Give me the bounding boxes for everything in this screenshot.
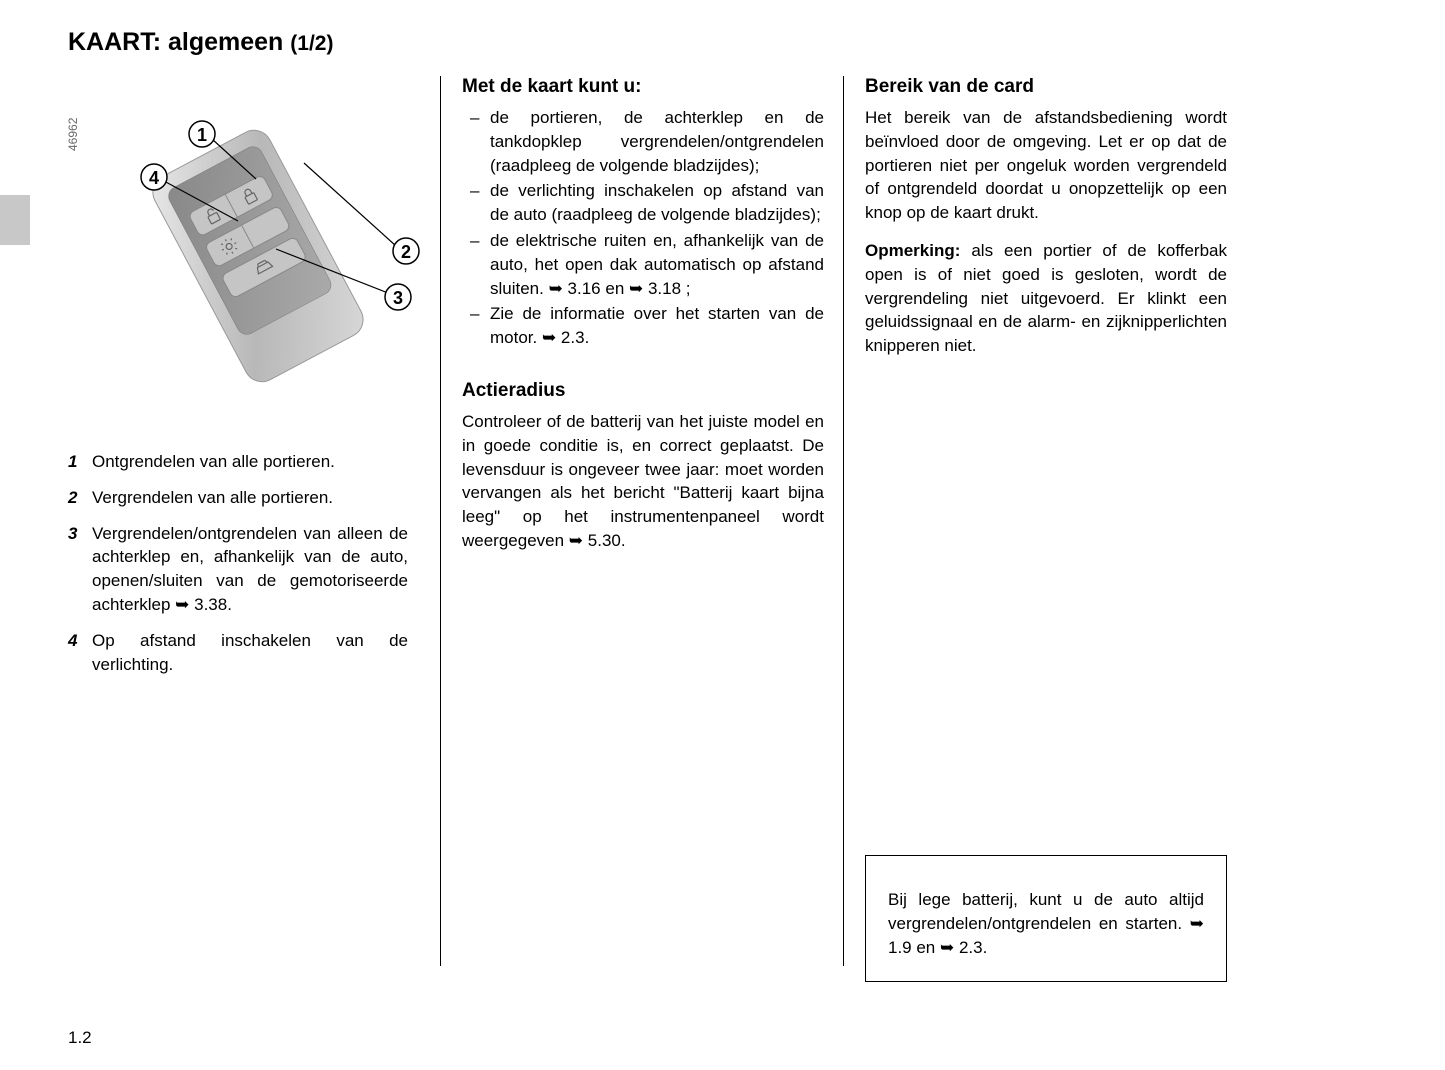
- column-divider: [440, 76, 441, 966]
- title-sub: (1/2): [290, 32, 333, 55]
- legend-num: 1: [68, 450, 92, 474]
- column-3: Bereik van de card Het bereik van de afs…: [865, 76, 1227, 372]
- list-item: de verlichting inschakelen op afstand va…: [462, 179, 824, 227]
- column-2: Met de kaart kunt u: de portieren, de ac…: [462, 76, 824, 567]
- page-edge-tab: [0, 195, 30, 245]
- title-main: KAART: algemeen: [68, 28, 290, 56]
- callout-3: 3: [393, 288, 403, 308]
- page-title: KAART: algemeen (1/2): [68, 28, 333, 57]
- legend-num: 3: [68, 522, 92, 617]
- legend-text: Vergrendelen/ontgrendelen van alleen de …: [92, 522, 408, 617]
- body-paragraph: Opmerking: als een portier of de kofferb…: [865, 239, 1227, 358]
- section-heading: Actieradius: [462, 380, 824, 402]
- legend-num: 2: [68, 486, 92, 510]
- legend-text: Op afstand inschakelen van de verlichtin…: [92, 629, 408, 677]
- callout-2: 2: [401, 242, 411, 262]
- note-box-text: Bij lege batterij, kunt u de auto altijd…: [888, 888, 1204, 959]
- callout-1: 1: [197, 125, 207, 145]
- section-heading: Bereik van de card: [865, 76, 1227, 98]
- note-label: Opmerking:: [865, 241, 960, 260]
- body-paragraph: Controleer of de batterij van het juiste…: [462, 410, 824, 553]
- legend-text: Vergrendelen van alle portieren.: [92, 486, 408, 510]
- section-heading: Met de kaart kunt u:: [462, 76, 824, 98]
- list-item: Zie de informatie over het starten van d…: [462, 302, 824, 350]
- list-item: de portieren, de achterklep en de tankdo…: [462, 106, 824, 177]
- card-figure: 46962: [68, 76, 408, 416]
- legend-item: 4 Op afstand inschakelen van de verlicht…: [68, 629, 408, 677]
- figure-id: 46962: [66, 118, 80, 151]
- note-box: Bij lege batterij, kunt u de auto altijd…: [865, 855, 1227, 982]
- column-divider: [843, 76, 844, 966]
- legend-item: 1 Ontgrendelen van alle portieren.: [68, 450, 408, 474]
- body-paragraph: Het bereik van de afstandsbediening word…: [865, 106, 1227, 225]
- list-item: de elektrische ruiten en, afhankelijk va…: [462, 229, 824, 300]
- legend-text: Ontgrendelen van alle portieren.: [92, 450, 408, 474]
- card-illustration: 1 4 2 3: [108, 81, 428, 421]
- bullet-list: de portieren, de achterklep en de tankdo…: [462, 106, 824, 350]
- legend-item: 2 Vergrendelen van alle portieren.: [68, 486, 408, 510]
- page-number: 1.2: [68, 1028, 92, 1048]
- legend-list: 1 Ontgrendelen van alle portieren. 2 Ver…: [68, 450, 408, 688]
- callout-4: 4: [149, 168, 159, 188]
- legend-num: 4: [68, 629, 92, 677]
- legend-item: 3 Vergrendelen/ontgrendelen van alleen d…: [68, 522, 408, 617]
